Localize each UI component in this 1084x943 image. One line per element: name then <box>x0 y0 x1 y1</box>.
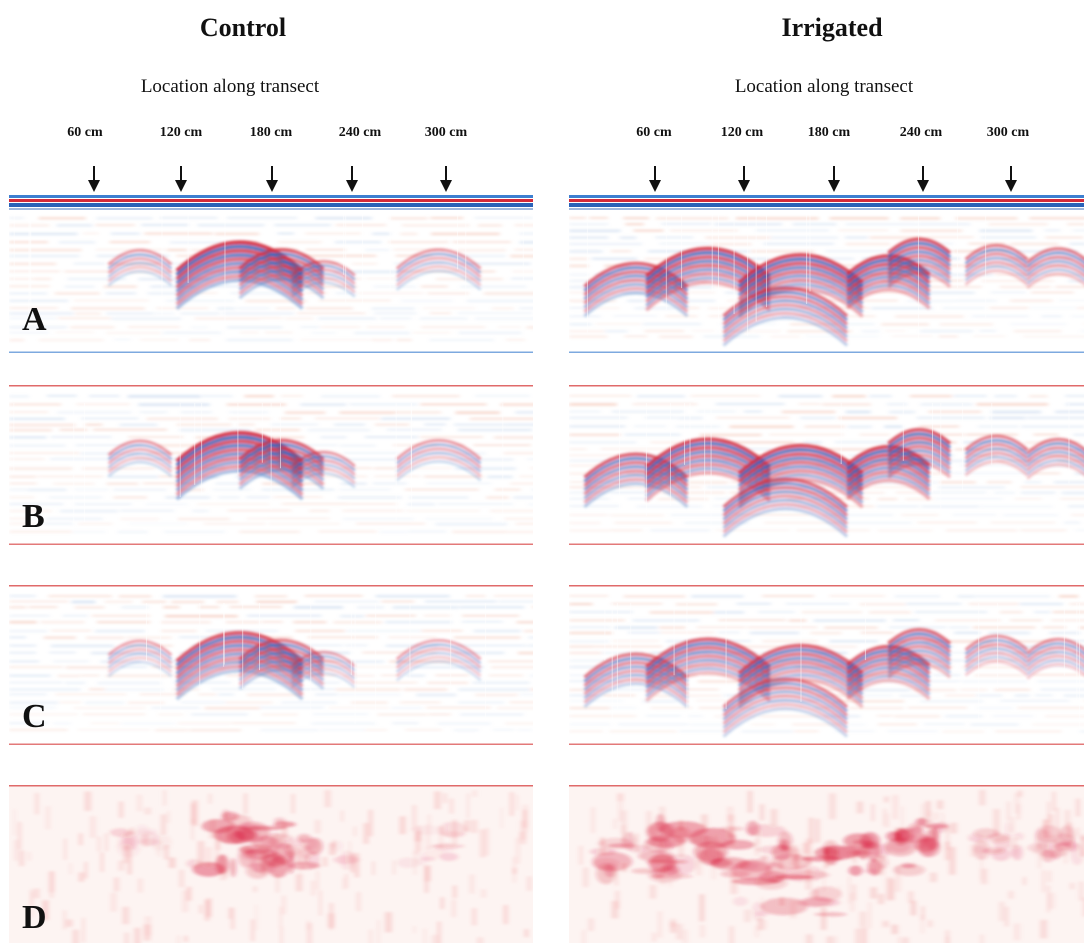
arrow-down-icon <box>917 166 929 192</box>
control-title: Control <box>200 13 286 42</box>
control-tick-120: 120 cm <box>160 125 203 140</box>
control-arrow-markers <box>88 166 452 192</box>
control-panel-d <box>9 785 533 943</box>
arrow-down-icon <box>440 166 452 192</box>
row-label-a: A <box>22 301 47 338</box>
irrigated-tick-240: 240 cm <box>900 125 943 140</box>
control-tick-180: 180 cm <box>250 125 293 140</box>
irrigated-axis-label: Location along transect <box>735 76 914 97</box>
arrow-down-icon <box>1005 166 1017 192</box>
irrigated-tick-120: 120 cm <box>721 125 764 140</box>
arrow-down-icon <box>738 166 750 192</box>
irrigated-panel-d <box>569 785 1084 943</box>
irrigated-tick-180: 180 cm <box>808 125 851 140</box>
irrigated-panel-a <box>569 195 1084 353</box>
arrow-down-icon <box>266 166 278 192</box>
row-label-d: D <box>22 899 47 936</box>
row-label-b: B <box>22 498 45 535</box>
irrigated-tick-60: 60 cm <box>636 125 672 140</box>
irrigated-title: Irrigated <box>781 13 883 42</box>
control-panel-c <box>9 585 533 745</box>
irrigated-arrow-markers <box>649 166 1017 192</box>
row-label-c: C <box>22 698 47 735</box>
arrow-down-icon <box>346 166 358 192</box>
arrow-down-icon <box>649 166 661 192</box>
control-axis-label: Location along transect <box>141 76 320 97</box>
control-tick-300: 300 cm <box>425 125 468 140</box>
control-tick-240: 240 cm <box>339 125 382 140</box>
arrow-down-icon <box>175 166 187 192</box>
arrow-down-icon <box>828 166 840 192</box>
irrigated-panel-c <box>569 585 1084 745</box>
irrigated-panel-b <box>569 385 1084 545</box>
control-panel-b <box>9 385 533 545</box>
irrigated-tick-300: 300 cm <box>987 125 1030 140</box>
control-panel-a <box>9 195 533 353</box>
control-tick-60: 60 cm <box>67 125 103 140</box>
arrow-down-icon <box>88 166 100 192</box>
